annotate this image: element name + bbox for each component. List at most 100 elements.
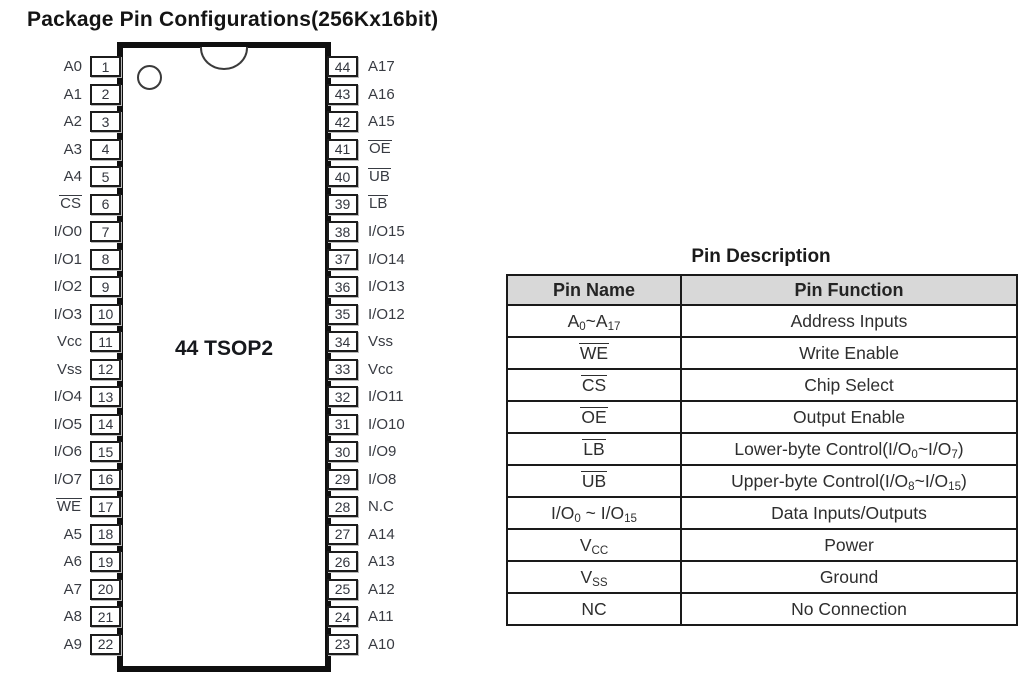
pin-number-box: 3: [90, 111, 121, 132]
pin-row-5: A4 5: [28, 166, 121, 187]
pin-number-box: 21: [90, 606, 121, 627]
pin-row-17: WE 17: [28, 496, 121, 517]
pin-row-28: 28 N.C: [327, 496, 527, 517]
chip-package-label: 44 TSOP2: [174, 337, 274, 360]
pin-number-box: 9: [90, 276, 121, 297]
pin-row-4: A3 4: [28, 138, 121, 160]
pin-row-1: A0 1: [28, 56, 121, 77]
pin-label: A3: [63, 140, 82, 158]
pin-row-21: A8 21: [28, 606, 121, 627]
pin-number-box: 12: [90, 358, 121, 380]
pin-label: A1: [63, 85, 82, 103]
pin-name-cell: UB: [506, 464, 682, 498]
table-row: NC No Connection: [506, 592, 1018, 626]
pin-row-30: 30 I/O9: [327, 441, 527, 462]
pin-number-box: 44: [327, 56, 358, 77]
pin-row-31: 31 I/O10: [327, 413, 527, 435]
pin-label: I/O11: [368, 388, 404, 405]
pin-row-39: 39 LB: [327, 193, 527, 215]
pin-row-24: 24 A11: [327, 606, 527, 627]
pin-label: A17: [368, 58, 395, 75]
column-header-pin-name: Pin Name: [506, 274, 682, 306]
pin-row-3: A2 3: [28, 111, 121, 132]
pin-function-cell: Output Enable: [680, 400, 1018, 434]
pin-row-15: I/O6 15: [28, 441, 121, 462]
table-row: OE Output Enable: [506, 400, 1018, 434]
pin-row-42: 42 A15: [327, 111, 527, 132]
pin-function-cell: Write Enable: [680, 336, 1018, 370]
pin-description-section: Pin Description Pin Name Pin Function A0…: [506, 246, 1018, 626]
pin-name-cell: WE: [506, 336, 682, 370]
pin-label: OE: [368, 140, 392, 158]
pin-number-box: 43: [327, 83, 358, 105]
pin-number-box: 19: [90, 551, 121, 572]
pin-name-cell: I/O0 ~ I/O15: [506, 496, 682, 530]
pin-label: I/O5: [53, 415, 82, 433]
pin-name-cell: CS: [506, 368, 682, 402]
pin-number-box: 24: [327, 606, 358, 627]
table-title: Pin Description: [691, 246, 831, 267]
pin-label: Vcc: [56, 333, 82, 350]
pin-row-29: 29 I/O8: [327, 468, 527, 490]
pin-row-6: CS 6: [28, 193, 121, 215]
pin-label: I/O3: [53, 305, 82, 323]
pin-number-box: 16: [90, 468, 121, 490]
pin-number-box: 5: [90, 166, 121, 187]
table-row: VSS Ground: [506, 560, 1018, 594]
pin-row-23: 23 A10: [327, 633, 527, 655]
pin-function-cell: Chip Select: [680, 368, 1018, 402]
pin-number-box: 11: [90, 331, 121, 352]
pin-name-cell: A0~A17: [506, 304, 682, 338]
pin-label: A6: [63, 553, 82, 570]
chip-body: 44 TSOP2: [117, 42, 331, 672]
pin-number-box: 13: [90, 386, 121, 407]
pin-number-box: 30: [327, 441, 358, 462]
table-row: A0~A17 Address Inputs: [506, 304, 1018, 338]
table-row: UB Upper-byte Control(I/O8~I/O15): [506, 464, 1018, 498]
pin-label: A8: [63, 608, 82, 625]
pin-label: I/O14: [368, 250, 405, 268]
pin-label: CS: [59, 195, 82, 213]
pin-row-35: 35 I/O12: [327, 303, 527, 325]
pin-label: A11: [368, 608, 394, 625]
pin-label: I/O0: [53, 223, 82, 240]
pin-label: I/O10: [368, 415, 405, 433]
pin-function-cell: Power: [680, 528, 1018, 562]
pin-number-box: 26: [327, 551, 358, 572]
pin-row-2: A1 2: [28, 83, 121, 105]
pin-number-box: 20: [90, 578, 121, 600]
pin-function-cell: Lower-byte Control(I/O0~I/O7): [680, 432, 1018, 466]
pin-name-cell: VCC: [506, 528, 682, 562]
pin-row-34: 34 Vss: [327, 331, 527, 352]
pin-row-11: Vcc 11: [28, 331, 121, 352]
pin1-indicator-circle: [137, 65, 162, 90]
pin-label: I/O15: [368, 223, 405, 240]
pin-function-cell: Address Inputs: [680, 304, 1018, 338]
pin-number-box: 22: [90, 633, 121, 655]
pin-row-40: 40 UB: [327, 166, 527, 187]
pin-function-cell: Upper-byte Control(I/O8~I/O15): [680, 464, 1018, 498]
pin-row-20: A7 20: [28, 578, 121, 600]
pin-row-10: I/O3 10: [28, 303, 121, 325]
pin-label: I/O13: [368, 278, 405, 295]
pin-row-25: 25 A12: [327, 578, 527, 600]
pin-label: A9: [63, 635, 82, 653]
pin-number-box: 14: [90, 413, 121, 435]
pin-row-13: I/O4 13: [28, 386, 121, 407]
pin-row-16: I/O7 16: [28, 468, 121, 490]
pin-number-box: 32: [327, 386, 358, 407]
pin-number-box: 15: [90, 441, 121, 462]
pin-row-8: I/O1 8: [28, 248, 121, 270]
table-header-row: Pin Name Pin Function: [506, 274, 1018, 306]
pin-label: A16: [368, 85, 395, 103]
pin-name-cell: VSS: [506, 560, 682, 594]
pin-label: Vss: [368, 333, 394, 350]
pin-row-7: I/O0 7: [28, 221, 121, 242]
pin-number-box: 18: [90, 523, 121, 545]
pin-number-box: 37: [327, 248, 358, 270]
pin-label: I/O9: [368, 443, 397, 460]
pin-row-33: 33 Vcc: [327, 358, 527, 380]
pin-name-cell: NC: [506, 592, 682, 626]
pin-row-14: I/O5 14: [28, 413, 121, 435]
